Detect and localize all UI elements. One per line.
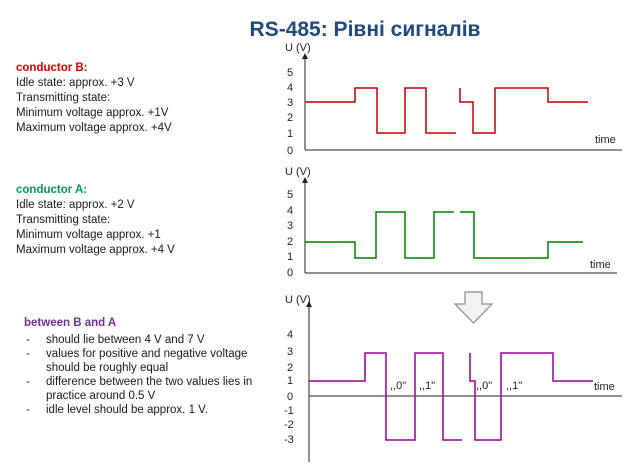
conductor-b-block: conductor B: Idle state: approx. +3 V Tr… [16,61,172,136]
chart-a-tick: 1 [287,251,293,263]
chart-conductor-b: U (V) time 0 1 2 3 4 5 [285,42,622,157]
chart-a-tick: 2 [287,236,293,248]
conductor-b-min: Minimum voltage approx. +1V [16,107,169,119]
chart-difference: U (V) time 4 3 2 1 0 -1 -2 -3 ,,0" ,,1" … [284,294,622,462]
conductor-b-heading-suffix: : [83,62,88,74]
chart-a-tick: 0 [287,267,293,279]
conductor-b-max: Maximum voltage approx. +4V [16,122,172,134]
chart-a-signal [460,211,583,259]
chart-d-tick: 3 [287,346,293,358]
conductor-b-idle: Idle state: approx. +3 V [16,77,135,89]
chart-b-tick: 1 [287,128,293,140]
bit-label: ,,1" [506,380,522,392]
chart-b-tick: 5 [287,67,293,79]
chart-a-signal [305,211,454,259]
between-block: between B and A should lie between 4 V a… [24,316,259,417]
between-list: should lie between 4 V and 7 V values fo… [24,333,259,417]
chart-a-tick: 4 [287,205,293,217]
conductor-b-heading: conductor B [16,62,84,74]
conductor-a-heading: conductor A: [16,184,88,196]
chart-a-tick: 5 [287,189,293,201]
bit-label: ,,0" [476,380,492,392]
chart-d-tick: 2 [287,362,293,374]
between-item: idle level should be approx. 1 V. [24,403,259,417]
chart-d-ylabel: U (V) [285,294,311,306]
between-item: difference between the two values lies i… [24,375,259,403]
chart-d-tick: 4 [287,329,293,341]
chart-d-tick: -2 [284,419,294,431]
chart-b-signal [459,87,588,134]
page-title: RS-485: Рівні сигналів [249,18,481,41]
chart-b-tick: 4 [287,82,293,94]
down-arrow-icon [453,291,494,324]
conductor-a-block: conductor A: Idle state: approx. +2 V Tr… [16,183,175,258]
chart-d-signal [309,352,462,441]
chart-a-xlabel: time [590,259,611,271]
chart-d-xlabel: time [594,381,615,393]
between-item: values for positive and negative voltage… [24,347,259,375]
chart-d-tick: 1 [287,375,293,387]
conductor-a-max: Maximum voltage approx. +4 V [16,244,175,256]
chart-d-tick: -3 [284,434,294,446]
bit-label: ,,1" [419,380,435,392]
chart-b-tick: 0 [287,145,293,157]
conductor-a-transmitting: Transmitting state: [16,214,111,226]
chart-b-xlabel: time [595,134,616,146]
chart-a-ylabel: U (V) [285,166,311,178]
chart-d-tick: -1 [284,405,294,417]
chart-conductor-a: U (V) time 0 1 2 3 4 5 [285,166,617,279]
between-heading: between B and A [24,317,117,329]
conductor-a-min: Minimum voltage approx. +1 [16,229,161,241]
chart-d-signal [469,352,593,441]
chart-b-signal [305,87,456,134]
conductor-b-transmitting: Transmitting state: [16,92,111,104]
chart-d-tick: 0 [287,391,293,403]
between-item: should lie between 4 V and 7 V [24,333,259,347]
chart-a-tick: 3 [287,220,293,232]
chart-b-tick: 3 [287,97,293,109]
conductor-a-idle: Idle state: approx. +2 V [16,199,135,211]
chart-b-tick: 2 [287,112,293,124]
bit-label: ,,0" [390,380,406,392]
chart-b-ylabel: U (V) [285,42,311,54]
